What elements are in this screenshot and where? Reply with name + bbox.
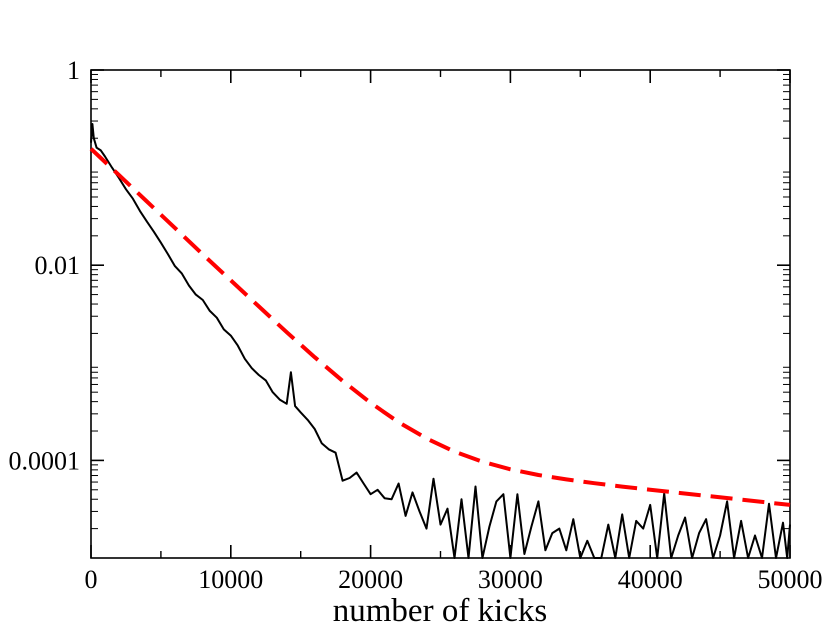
x-tick-label: 30000 [478, 565, 543, 594]
x-tick-labels: 0 10000 20000 30000 40000 50000 [85, 565, 823, 594]
y-tick-label: 0.01 [35, 251, 81, 280]
x-axis-label: number of kicks [333, 593, 547, 625]
x-major-ticks [90, 70, 791, 558]
x-tick-label: 10000 [198, 565, 263, 594]
y-tick-label: 0.0001 [9, 446, 81, 475]
y-minor-ticks [91, 73, 790, 530]
plot-frame [90, 69, 791, 559]
y-tick-labels: 1 0.01 0.0001 [9, 56, 81, 475]
x-tick-label: 20000 [338, 565, 403, 594]
x-minor-ticks [160, 70, 721, 558]
x-tick-label: 0 [85, 565, 98, 594]
series-group [89, 123, 791, 559]
y-tick-label: 1 [67, 56, 80, 85]
x-tick-label: 40000 [618, 565, 683, 594]
y-major-ticks [91, 69, 790, 462]
x-tick-label: 50000 [758, 565, 823, 594]
data-series-line [90, 123, 791, 559]
fit-series-line [89, 147, 791, 507]
